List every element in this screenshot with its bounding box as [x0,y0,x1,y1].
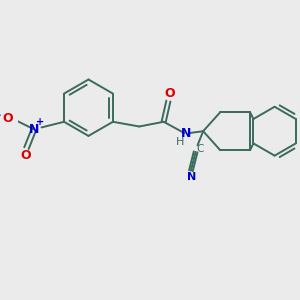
Text: N: N [187,172,196,182]
Text: C: C [196,144,204,154]
Text: O: O [2,112,13,125]
Text: N: N [29,123,39,136]
Text: N: N [181,127,191,140]
Text: O: O [20,149,31,162]
Text: O: O [164,87,175,100]
Text: +: + [37,117,45,127]
Text: -: - [0,109,1,122]
Text: H: H [176,137,184,148]
